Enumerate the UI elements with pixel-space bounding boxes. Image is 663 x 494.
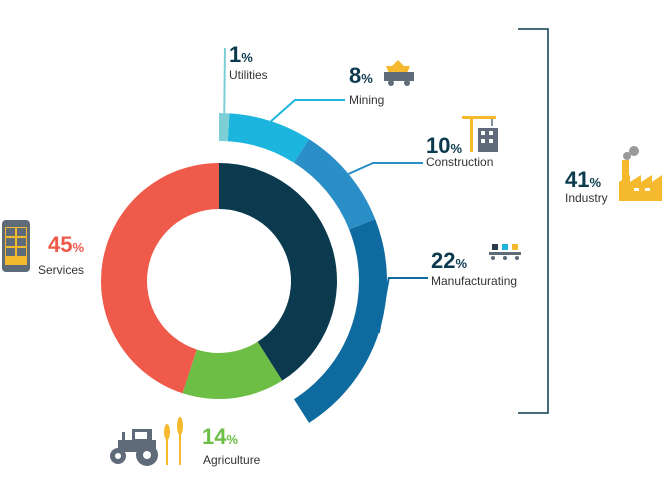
svg-text:41%: 41% [565,167,601,192]
arc-mining [227,113,310,163]
mining-pct-sign: % [361,71,373,86]
slice-agriculture [182,341,283,400]
leader-manufacturating [377,277,428,334]
svg-text:10%: 10% [426,133,462,158]
utilities-pct: 1 [229,42,241,67]
construction-label: 10% Construction [426,133,493,169]
services-label: 45% Services [38,232,84,277]
industry-breakdown-arc [219,113,387,423]
phone-apps-icon [2,220,30,272]
slice-industry [219,163,337,381]
services-pct: 45 [48,232,72,257]
svg-text:45%: 45% [48,232,84,257]
utilities-name: Utilities [229,68,268,82]
svg-text:14%: 14% [202,424,238,449]
slice-services [100,163,219,394]
arc-construction [294,139,376,230]
main-donut [100,163,337,400]
industry-name: Industry [565,191,608,205]
construction-pct-sign: % [450,141,462,156]
manufacturing-label: 22% Manufacturating [431,248,517,288]
services-pct-sign: % [72,240,84,255]
crane-building-icon [462,116,498,152]
manufacturing-pct-sign: % [455,256,467,271]
svg-text:1%: 1% [229,42,253,67]
factory-icon [619,146,662,201]
construction-pct: 10 [426,133,450,158]
industry-label: 41% Industry [565,167,608,205]
mining-label: 8% Mining [349,63,384,107]
leader-construction [348,162,423,175]
industry-bracket [518,28,549,414]
utilities-label: 1% Utilities [229,42,268,82]
agriculture-label: 14% Agriculture [202,424,261,467]
leader-mining [270,99,345,122]
construction-name: Construction [426,155,493,169]
industry-pct: 41 [565,167,589,192]
mining-name: Mining [349,93,384,107]
mine-cart-icon [384,60,414,86]
industry-pct-sign: % [589,175,601,190]
svg-text:22%: 22% [431,248,467,273]
arc-utilities [219,113,230,142]
agriculture-name: Agriculture [203,453,261,467]
utilities-pct-sign: % [241,50,253,65]
manufacturing-name: Manufacturating [431,274,517,288]
tractor-wheat-icon [110,417,183,466]
leader-utilities [223,47,226,114]
arc-manufacturating [294,219,387,423]
agriculture-pct: 14 [202,424,227,449]
services-name: Services [38,263,84,277]
conveyor-icon [489,244,521,260]
agriculture-pct-sign: % [226,432,238,447]
leader-lines [223,47,428,334]
manufacturing-pct: 22 [431,248,455,273]
svg-text:8%: 8% [349,63,373,88]
mining-pct: 8 [349,63,361,88]
